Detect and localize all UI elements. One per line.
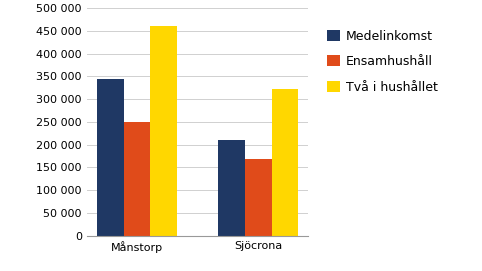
Bar (97, 79, 123, 236)
Bar (123, 122, 150, 236)
Bar (218, 140, 245, 236)
Bar (272, 89, 298, 236)
Bar (245, 159, 272, 236)
Bar (150, 26, 177, 236)
Legend: Medelinkomst, Ensamhushåll, Två i hushållet: Medelinkomst, Ensamhushåll, Två i hushål… (323, 26, 442, 97)
